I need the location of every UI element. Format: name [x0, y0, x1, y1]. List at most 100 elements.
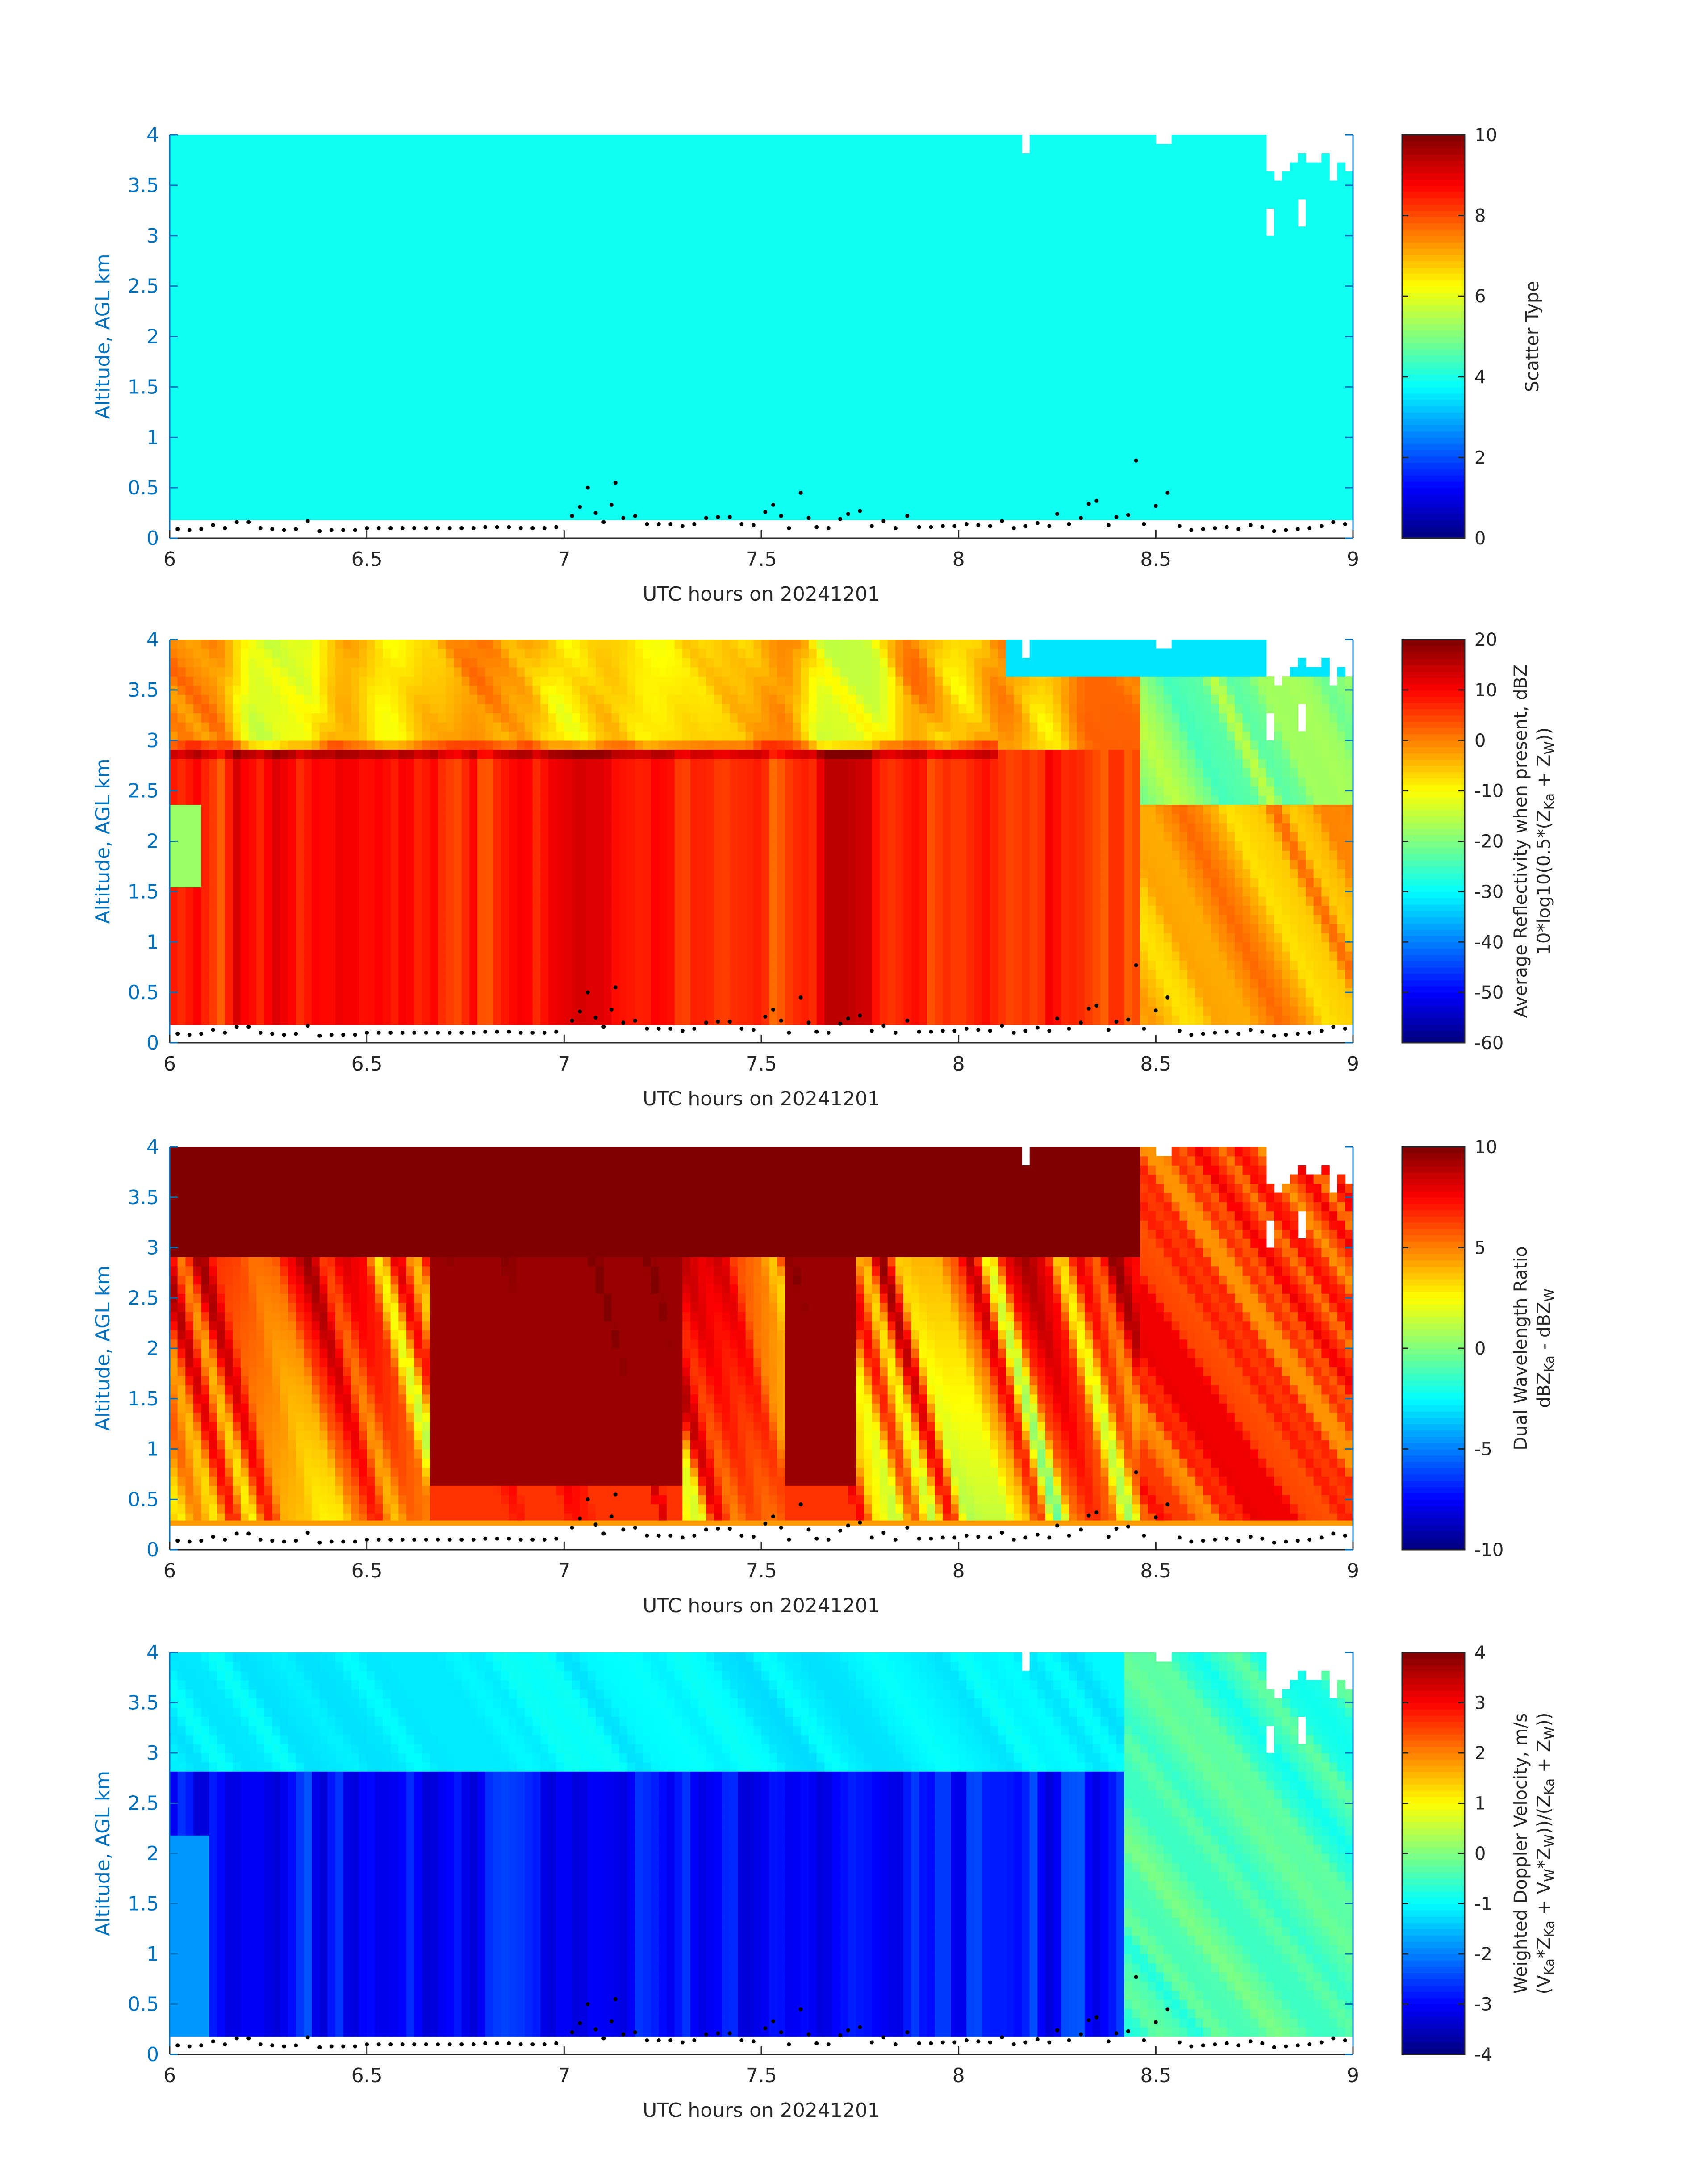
heatmap-cell — [272, 364, 281, 374]
heatmap-cell — [217, 336, 226, 346]
heatmap-cell — [596, 300, 604, 309]
heatmap-cell — [611, 263, 620, 273]
heatmap-cell — [351, 456, 359, 465]
heatmap-cell — [580, 419, 589, 429]
heatmap-cell — [209, 272, 217, 282]
heatmap-cell — [540, 309, 549, 319]
heatmap-cell — [722, 346, 731, 355]
heatmap-cell — [611, 327, 620, 337]
heatmap-cell — [304, 263, 312, 273]
heatmap-cell — [848, 492, 856, 502]
heatmap-cell — [982, 254, 991, 264]
heatmap-cell — [217, 355, 226, 364]
heatmap-cell — [856, 162, 864, 172]
heatmap-cell — [233, 446, 241, 456]
heatmap-cell — [777, 217, 785, 227]
heatmap-cell — [461, 245, 470, 255]
heatmap-cell — [730, 190, 738, 200]
heatmap-cell — [690, 391, 699, 401]
heatmap-cell — [832, 373, 841, 383]
heatmap-cell — [304, 483, 312, 493]
heatmap-cell — [248, 401, 257, 410]
heatmap-cell — [367, 254, 376, 264]
heatmap-cell — [414, 428, 423, 438]
heatmap-cell — [398, 446, 407, 456]
heatmap-cell — [958, 428, 967, 438]
heatmap-cell — [201, 492, 210, 502]
heatmap-cell — [840, 327, 849, 337]
heatmap-cell — [438, 446, 447, 456]
heatmap-cell — [446, 483, 454, 493]
heatmap-cell — [532, 410, 541, 419]
heatmap-cell — [185, 135, 194, 145]
heatmap-cell — [927, 144, 935, 154]
heatmap-cell — [1045, 419, 1054, 429]
heatmap-cell — [572, 309, 580, 319]
heatmap-cell — [501, 446, 509, 456]
heatmap-cell — [319, 483, 328, 493]
heatmap-cell — [801, 226, 809, 236]
heatmap-cell — [745, 162, 754, 172]
heatmap-cell — [1014, 254, 1022, 264]
heatmap-cell — [809, 171, 817, 181]
heatmap-cell — [288, 217, 296, 227]
heatmap-cell — [667, 373, 675, 383]
heatmap-cell — [572, 419, 580, 429]
heatmap-cell — [627, 144, 636, 154]
heatmap-cell — [832, 437, 841, 447]
heatmap-cell — [1069, 364, 1077, 374]
heatmap-cell — [1014, 318, 1022, 328]
heatmap-cell — [312, 428, 320, 438]
heatmap-cell — [611, 300, 620, 309]
heatmap-cell — [1100, 401, 1109, 410]
heatmap-cell — [1093, 171, 1101, 181]
heatmap-cell — [667, 346, 675, 355]
heatmap-cell — [1100, 327, 1109, 337]
heatmap-cell — [525, 180, 533, 190]
heatmap-cell — [864, 382, 873, 392]
heatmap-cell — [217, 226, 226, 236]
heatmap-cell — [738, 180, 746, 190]
heatmap-cell — [525, 355, 533, 364]
heatmap-cell — [745, 226, 754, 236]
heatmap-cell — [801, 456, 809, 465]
heatmap-cell — [170, 355, 178, 364]
heatmap-cell — [572, 300, 580, 309]
heatmap-cell — [769, 373, 778, 383]
heatmap-cell — [816, 318, 825, 328]
heatmap-cell — [359, 464, 367, 475]
heatmap-cell — [951, 208, 959, 218]
heatmap-cell — [312, 153, 320, 163]
heatmap-cell — [887, 483, 896, 493]
heatmap-cell — [248, 410, 257, 419]
heatmap-cell — [525, 510, 533, 520]
heatmap-cell — [170, 263, 178, 273]
heatmap-cell — [264, 162, 273, 172]
heatmap-cell — [1022, 272, 1030, 282]
heatmap-cell — [359, 180, 367, 190]
heatmap-cell — [682, 510, 691, 520]
heatmap-cell — [225, 217, 234, 227]
heatmap-cell — [840, 272, 849, 282]
heatmap-cell — [233, 391, 241, 401]
heatmap-cell — [1045, 373, 1054, 383]
heatmap-cell — [241, 263, 249, 273]
heatmap-cell — [517, 464, 525, 475]
heatmap-cell — [1006, 290, 1015, 301]
heatmap-cell — [564, 263, 572, 273]
heatmap-cell — [454, 456, 462, 465]
heatmap-cell — [272, 180, 281, 190]
heatmap-cell — [517, 391, 525, 401]
heatmap-cell — [335, 401, 344, 410]
heatmap-cell — [840, 456, 849, 465]
heatmap-cell — [1029, 419, 1038, 429]
heatmap-cell — [288, 144, 296, 154]
heatmap-cell — [1077, 245, 1086, 255]
heatmap-cell — [564, 226, 572, 236]
heatmap-cell — [674, 355, 683, 364]
heatmap-cell — [588, 226, 596, 236]
heatmap-cell — [706, 373, 714, 383]
heatmap-cell — [454, 300, 462, 309]
heatmap-cell — [398, 272, 407, 282]
heatmap-cell — [446, 391, 454, 401]
